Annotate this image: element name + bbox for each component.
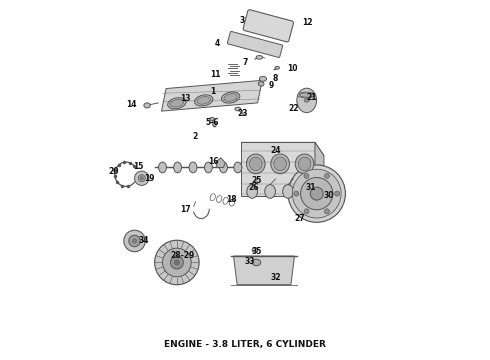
Polygon shape: [242, 142, 324, 156]
Polygon shape: [242, 142, 315, 196]
Text: 20: 20: [108, 167, 119, 176]
Text: 10: 10: [287, 64, 298, 73]
Ellipse shape: [298, 157, 311, 171]
Circle shape: [304, 174, 309, 179]
Polygon shape: [216, 158, 225, 167]
Circle shape: [135, 171, 149, 185]
Ellipse shape: [173, 162, 181, 173]
Text: 30: 30: [323, 190, 334, 199]
Ellipse shape: [204, 162, 212, 173]
Ellipse shape: [256, 55, 263, 59]
Circle shape: [293, 169, 341, 218]
Ellipse shape: [259, 76, 267, 81]
Text: 17: 17: [180, 205, 191, 214]
Ellipse shape: [297, 88, 317, 113]
Circle shape: [155, 240, 199, 285]
Text: 16: 16: [208, 157, 219, 166]
Text: 8: 8: [273, 74, 278, 83]
Circle shape: [288, 165, 345, 222]
Circle shape: [140, 177, 143, 180]
Ellipse shape: [283, 185, 294, 198]
Text: 13: 13: [180, 94, 190, 103]
Text: 28-29: 28-29: [171, 251, 195, 260]
Circle shape: [304, 209, 309, 214]
Text: 23: 23: [237, 109, 247, 118]
Text: 5-6: 5-6: [205, 118, 219, 127]
Circle shape: [324, 174, 329, 179]
Ellipse shape: [221, 92, 240, 103]
Text: 35: 35: [251, 247, 262, 256]
Ellipse shape: [168, 98, 186, 109]
Ellipse shape: [249, 157, 262, 171]
Text: 9: 9: [269, 81, 273, 90]
Circle shape: [129, 235, 140, 247]
Text: 31: 31: [305, 183, 316, 192]
Text: 18: 18: [226, 195, 237, 204]
Ellipse shape: [275, 66, 279, 69]
Text: 21: 21: [307, 93, 317, 102]
Ellipse shape: [297, 92, 316, 98]
Text: 11: 11: [210, 70, 221, 79]
Ellipse shape: [247, 185, 258, 198]
Text: 2: 2: [192, 132, 197, 141]
Text: 4: 4: [215, 39, 220, 48]
Ellipse shape: [235, 107, 241, 111]
Ellipse shape: [170, 99, 184, 107]
Ellipse shape: [295, 154, 314, 174]
Ellipse shape: [197, 96, 211, 104]
Circle shape: [294, 191, 299, 196]
Ellipse shape: [234, 162, 242, 173]
Ellipse shape: [258, 82, 264, 86]
Ellipse shape: [220, 162, 227, 173]
Ellipse shape: [144, 103, 150, 108]
Text: 27: 27: [294, 213, 305, 222]
Ellipse shape: [265, 185, 275, 198]
Circle shape: [138, 175, 146, 182]
Circle shape: [174, 260, 179, 265]
Text: 32: 32: [271, 273, 281, 282]
Circle shape: [324, 209, 329, 214]
Polygon shape: [161, 80, 262, 111]
Ellipse shape: [195, 95, 213, 106]
Text: 19: 19: [144, 174, 154, 183]
Text: 15: 15: [133, 162, 144, 171]
Ellipse shape: [213, 122, 216, 127]
FancyBboxPatch shape: [243, 10, 294, 42]
Polygon shape: [234, 256, 294, 285]
Text: 33: 33: [245, 257, 255, 266]
Circle shape: [310, 187, 323, 200]
Text: 7: 7: [243, 58, 248, 67]
Ellipse shape: [159, 162, 167, 173]
Ellipse shape: [299, 93, 314, 97]
Circle shape: [132, 239, 137, 243]
Circle shape: [300, 177, 333, 210]
Circle shape: [163, 248, 191, 277]
Text: 14: 14: [126, 100, 137, 109]
Text: 1: 1: [210, 86, 216, 95]
Ellipse shape: [252, 259, 261, 266]
Text: 3: 3: [239, 16, 245, 25]
Ellipse shape: [252, 248, 258, 252]
Ellipse shape: [210, 117, 214, 121]
Ellipse shape: [300, 185, 311, 198]
FancyBboxPatch shape: [227, 31, 283, 58]
Text: 25: 25: [252, 176, 262, 185]
Text: 24: 24: [271, 146, 281, 155]
Circle shape: [124, 230, 146, 252]
Ellipse shape: [224, 94, 237, 101]
Ellipse shape: [246, 154, 265, 174]
Polygon shape: [315, 142, 324, 210]
Text: 22: 22: [289, 104, 299, 113]
Ellipse shape: [274, 157, 287, 171]
Text: ENGINE - 3.8 LITER, 6 CYLINDER: ENGINE - 3.8 LITER, 6 CYLINDER: [164, 341, 326, 350]
Text: 12: 12: [302, 18, 312, 27]
Ellipse shape: [271, 154, 290, 174]
Text: 34: 34: [138, 236, 148, 245]
Circle shape: [171, 256, 183, 269]
Text: 26: 26: [248, 183, 259, 192]
Circle shape: [335, 191, 340, 196]
Ellipse shape: [304, 99, 309, 102]
Ellipse shape: [189, 162, 197, 173]
